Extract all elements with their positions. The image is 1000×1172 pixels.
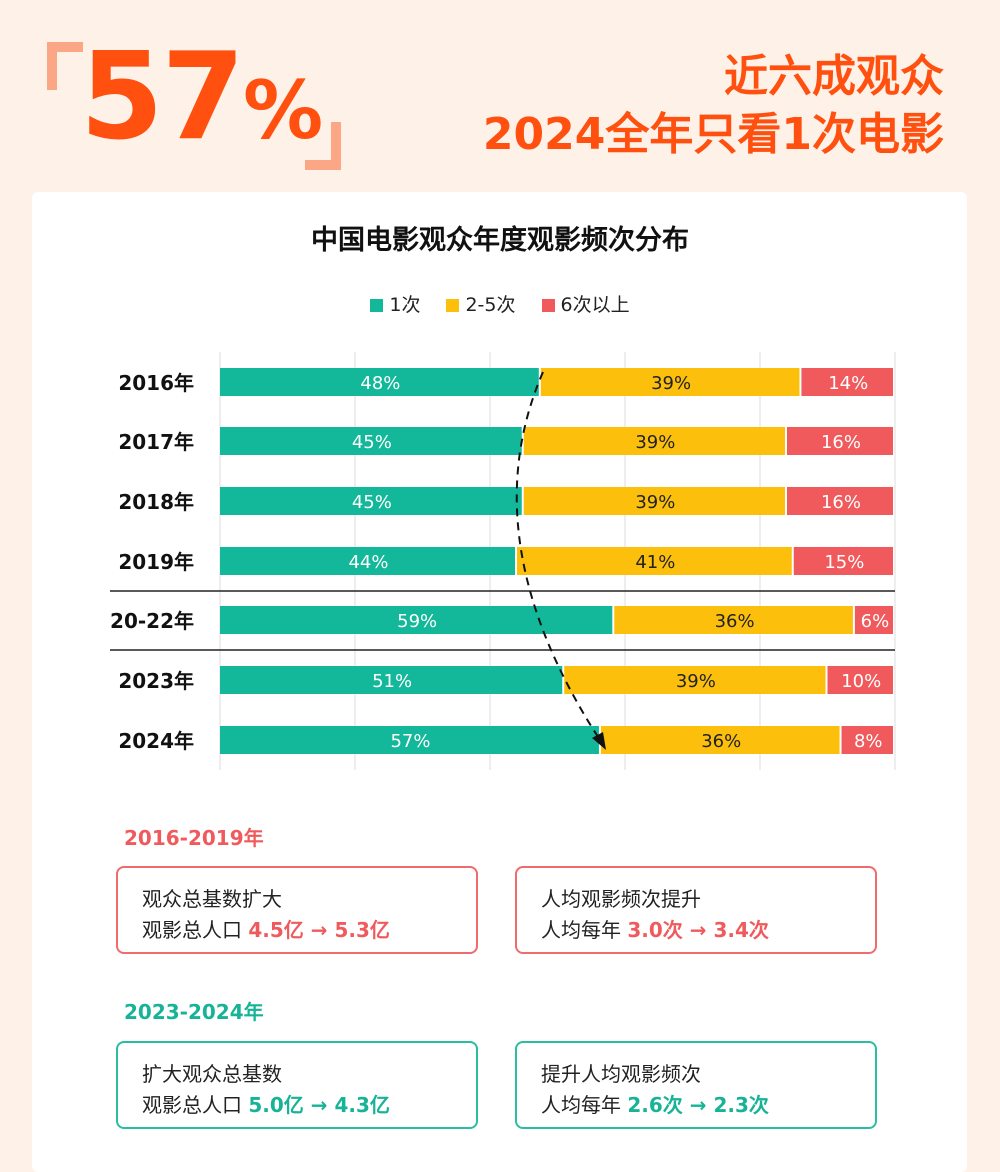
data-label: 45% <box>352 432 392 453</box>
note-from: 5.0亿 <box>248 1093 304 1117</box>
bar-segment <box>854 606 893 634</box>
bar-segment <box>220 606 613 634</box>
note-title: 扩大观众总基数 <box>142 1062 282 1086</box>
legend-swatch <box>541 299 555 312</box>
arrow-right-icon: → <box>689 918 707 942</box>
bar-segment <box>787 427 893 455</box>
data-label: 45% <box>352 492 392 513</box>
bar-segment <box>564 666 826 694</box>
data-label: 8% <box>854 731 883 752</box>
headline-percentage: 57% <box>80 28 323 181</box>
category-label: 2024年 <box>118 729 194 753</box>
data-label: 14% <box>828 373 868 394</box>
legend-label: 2-5次 <box>465 294 516 316</box>
bar-segment <box>523 427 785 455</box>
data-label: 16% <box>821 492 861 513</box>
data-label: 48% <box>360 373 400 394</box>
note-title: 观众总基数扩大 <box>142 887 282 911</box>
bar-segment <box>220 487 522 515</box>
note-box: 人均观影频次提升 人均每年 3.0次 → 3.4次 <box>515 866 877 954</box>
chart-legend: 1次 2-5次 6次以上 <box>0 290 1000 317</box>
data-label: 51% <box>372 671 412 692</box>
bar-segment <box>841 726 893 754</box>
legend-label: 6次以上 <box>560 294 630 316</box>
note-title: 提升人均观影频次 <box>541 1062 701 1086</box>
data-label: 41% <box>635 552 675 573</box>
legend-item-2: 2-5次 <box>446 290 516 317</box>
big-unit: % <box>243 64 323 157</box>
period-1-label: 2016-2019年 <box>124 826 264 850</box>
trend-arrow <box>515 371 601 741</box>
arrow-head-icon <box>592 732 606 750</box>
note-to: 4.3亿 <box>334 1093 390 1117</box>
bar-segment <box>517 547 792 575</box>
category-label: 2018年 <box>118 490 194 514</box>
legend-item-1: 1次 <box>370 290 420 317</box>
note-box: 观众总基数扩大 观影总人口 4.5亿 → 5.3亿 <box>116 866 478 954</box>
stacked-bar-chart: 2016年 48% 39% 14% 2017年 45% 39% 16% 2018年 45% 39% 1… <box>110 352 896 770</box>
note-prefix: 观影总人口 <box>142 1093 242 1117</box>
arrow-right-icon: → <box>310 918 328 942</box>
note-to: 2.3次 <box>713 1093 769 1117</box>
headline: 近六成观众 2024全年只看1次电影 <box>483 48 944 164</box>
data-label: 15% <box>824 552 864 573</box>
headline-line-2: 2024全年只看1次电影 <box>482 109 944 160</box>
bracket-close-decoration <box>305 122 341 170</box>
bar-segment <box>540 368 800 396</box>
bar-segment <box>827 666 893 694</box>
note-from: 4.5亿 <box>248 918 304 942</box>
bar-segment <box>600 726 840 754</box>
legend-swatch <box>370 299 384 312</box>
big-number: 57 <box>80 28 245 167</box>
data-label: 16% <box>821 432 861 453</box>
arrow-right-icon: → <box>310 1093 328 1117</box>
bar-segment <box>801 368 893 396</box>
data-label: 6% <box>861 611 890 632</box>
bar-segment <box>787 487 893 515</box>
note-to: 3.4次 <box>713 918 769 942</box>
note-from: 3.0次 <box>627 918 683 942</box>
bar-segment <box>614 606 853 634</box>
note-from: 2.6次 <box>627 1093 683 1117</box>
legend-swatch <box>446 299 460 312</box>
legend-item-3: 6次以上 <box>541 290 630 317</box>
note-title: 人均观影频次提升 <box>541 887 701 911</box>
category-label: 20-22年 <box>110 609 194 633</box>
note-prefix: 人均每年 <box>541 918 621 942</box>
data-label: 44% <box>348 552 388 573</box>
bar-segment <box>523 487 785 515</box>
period-2-label: 2023-2024年 <box>124 1000 264 1024</box>
bar-segment <box>220 427 522 455</box>
data-label: 59% <box>397 611 437 632</box>
bar-segment <box>220 666 563 694</box>
legend-label: 1次 <box>389 294 421 316</box>
data-label: 10% <box>841 671 881 692</box>
note-box: 提升人均观影频次 人均每年 2.6次 → 2.3次 <box>515 1041 877 1129</box>
category-label: 2019年 <box>118 550 194 574</box>
arrow-right-icon: → <box>689 1093 707 1117</box>
note-box: 扩大观众总基数 观影总人口 5.0亿 → 4.3亿 <box>116 1041 478 1129</box>
data-label: 36% <box>701 731 741 752</box>
note-prefix: 人均每年 <box>541 1093 621 1117</box>
chart-title: 中国电影观众年度观影频次分布 <box>311 225 689 256</box>
bracket-open-decoration <box>47 42 83 90</box>
data-label: 39% <box>635 492 675 513</box>
headline-line-1: 近六成观众 <box>724 51 944 102</box>
bar-segment <box>220 547 515 575</box>
bar-segment <box>220 726 599 754</box>
bar-segment <box>220 368 539 396</box>
data-label: 36% <box>715 611 755 632</box>
category-label: 2023年 <box>118 669 194 693</box>
category-label: 2016年 <box>118 371 194 395</box>
data-label: 39% <box>651 373 691 394</box>
data-label: 39% <box>676 671 716 692</box>
data-label: 57% <box>390 731 430 752</box>
note-to: 5.3亿 <box>334 918 390 942</box>
category-label: 2017年 <box>118 430 194 454</box>
note-prefix: 观影总人口 <box>142 918 242 942</box>
bar-segment <box>793 547 893 575</box>
data-label: 39% <box>635 432 675 453</box>
